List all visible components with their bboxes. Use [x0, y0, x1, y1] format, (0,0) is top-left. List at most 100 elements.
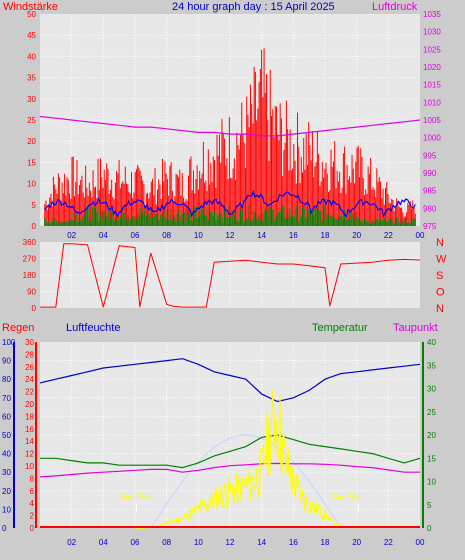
time-label: 12: [226, 231, 235, 240]
rain-tick: 2: [30, 512, 35, 521]
temperature-tick: 20: [427, 431, 436, 440]
wind-tick: 45: [27, 31, 36, 40]
temperature-tick: 10: [427, 478, 436, 487]
pressure-tick: 975: [423, 222, 437, 231]
wind-tick: 15: [27, 158, 36, 167]
pressure-tick: 1005: [423, 116, 441, 125]
wind-tick: 0: [32, 222, 37, 231]
rain-tick: 24: [25, 375, 34, 384]
direction-line: [40, 243, 421, 308]
pressure-tick: 985: [423, 187, 437, 196]
humidity-tick: 30: [2, 468, 11, 477]
temperature-tick: 0: [427, 524, 432, 533]
humidity-tick: 50: [2, 431, 11, 440]
pressure-line: [39, 115, 421, 137]
time-label: 18: [321, 231, 330, 240]
dewpoint-axis-title: Taupunkt: [393, 322, 438, 334]
compass-label: N: [436, 237, 444, 249]
temperature-tick-labels: 40 35 30 25 20 15 10 5 0: [427, 338, 436, 533]
time-label: 06: [131, 231, 140, 240]
pressure-tick: 1020: [423, 63, 441, 72]
compass-label: W: [436, 254, 447, 266]
time-label: 22: [384, 538, 393, 547]
wind-tick: 40: [27, 52, 36, 61]
direction-tick: 180: [23, 271, 37, 280]
time-label: 04: [99, 231, 108, 240]
time-label: 00: [416, 231, 425, 240]
direction-tick: 0: [32, 304, 37, 313]
direction-tick: 360: [23, 238, 37, 247]
time-label: 16: [289, 538, 298, 547]
wind-tick: 20: [27, 137, 36, 146]
humidity-tick: 40: [2, 450, 11, 459]
humidity-tick: 90: [2, 357, 11, 366]
time-label: 10: [194, 231, 203, 240]
rain-tick: 22: [25, 388, 34, 397]
time-label: 06: [131, 538, 140, 547]
time-label: 02: [67, 231, 76, 240]
panel2-gridlines: [40, 242, 420, 308]
time-label: 20: [352, 538, 361, 547]
chart-title: 24 hour graph day : 15 April 2025: [172, 1, 335, 13]
dewpoint-line: [39, 462, 420, 478]
wind-tick: 50: [27, 10, 36, 19]
sunrise-label: Sun Rise: [120, 493, 153, 502]
humidity-tick: 20: [2, 487, 11, 496]
humidity-tick: 10: [2, 505, 11, 514]
humidity-line: [39, 358, 421, 403]
time-label: 18: [321, 538, 330, 547]
direction-tick: 270: [23, 255, 37, 264]
humidity-axis-title: Luftfeuchte: [66, 322, 120, 334]
wind-axis-title: Windstärke: [3, 1, 58, 13]
rain-tick: 12: [25, 450, 34, 459]
solar-line: [135, 389, 357, 529]
rain-tick: 4: [30, 499, 35, 508]
uv-curve: [150, 434, 342, 529]
humidity-tick: 0: [2, 524, 7, 533]
time-label: 14: [257, 538, 266, 547]
temperature-tick: 40: [427, 338, 436, 347]
compass-label: S: [436, 270, 443, 282]
rain-tick: 8: [30, 474, 35, 483]
wind-tick: 10: [27, 180, 36, 189]
rain-tick: 16: [25, 425, 34, 434]
compass-label: N: [436, 303, 444, 315]
pressure-tick: 1000: [423, 134, 441, 143]
rain-tick: 30: [25, 338, 34, 347]
temperature-tick: 30: [427, 385, 436, 394]
humidity-tick: 100: [2, 338, 16, 347]
humidity-tick: 60: [2, 412, 11, 421]
temperature-tick: 25: [427, 408, 436, 417]
rain-tick: 20: [25, 400, 34, 409]
temperature-axis-title: Temperatur: [312, 322, 368, 334]
direction-tick-labels: 360 270 180 90 0: [23, 238, 37, 313]
panel2-series: [40, 243, 421, 308]
rain-axis-title: Regen: [2, 322, 34, 334]
time-label: 22: [384, 231, 393, 240]
time-label: 04: [99, 538, 108, 547]
rain-tick: 28: [25, 350, 34, 359]
temperature-tick: 15: [427, 454, 436, 463]
pressure-tick: 1015: [423, 81, 441, 90]
rain-tick: 26: [25, 363, 34, 372]
rain-tick: 6: [30, 487, 35, 496]
humidity-tick: 80: [2, 375, 11, 384]
rain-tick: 10: [25, 462, 34, 471]
time-label: 20: [352, 231, 361, 240]
wind-tick: 30: [27, 95, 36, 104]
pressure-tick: 1030: [423, 28, 441, 37]
time-label: 16: [289, 231, 298, 240]
time-label: 10: [194, 538, 203, 547]
rain-tick: 14: [25, 437, 34, 446]
time-label: 14: [257, 231, 266, 240]
time-label: 00: [416, 538, 425, 547]
pressure-axis-title: Luftdruck: [372, 1, 418, 13]
panel1-time-labels: 02 04 06 08 10 12 14 16 18 20 22 00: [67, 231, 425, 240]
pressure-tick-labels: 1035 1030 1025 1020 1015 1010 1005 1000 995 990 98…: [423, 10, 441, 231]
pressure-tick: 995: [423, 151, 437, 160]
